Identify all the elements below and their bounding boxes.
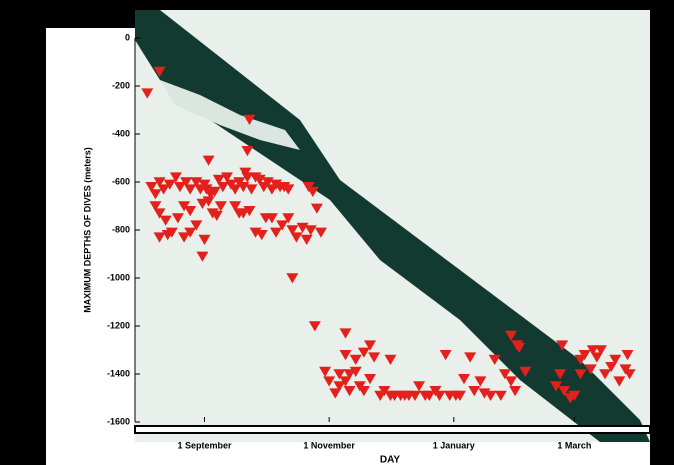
y-tick-label: -800 [112, 224, 130, 234]
x-tick-label: 1 March [557, 440, 591, 450]
y-tick-label: -1400 [107, 368, 130, 378]
x-tick-label: 1 January [433, 440, 475, 450]
y-tick-label: -200 [112, 80, 130, 90]
y-tick-label: -600 [112, 176, 130, 186]
y-tick-label: -1000 [107, 272, 130, 282]
y-tick-label: -400 [112, 128, 130, 138]
y-tick-label: 0 [125, 32, 130, 42]
ice-image [135, 10, 650, 442]
chart: DAY MAXIMUM DEPTHS OF DIVES (meters) 0 -2… [0, 0, 674, 465]
y-tick-label: -1200 [107, 320, 130, 330]
y-axis-title: MAXIMUM DEPTHS OF DIVES (meters) [82, 147, 92, 313]
x-tick-label: 1 November [303, 440, 355, 450]
x-axis-title: DAY [380, 455, 401, 465]
y-tick-label: -1600 [107, 416, 130, 426]
x-axis-bar [135, 426, 650, 433]
x-tick-label: 1 September [177, 440, 232, 450]
